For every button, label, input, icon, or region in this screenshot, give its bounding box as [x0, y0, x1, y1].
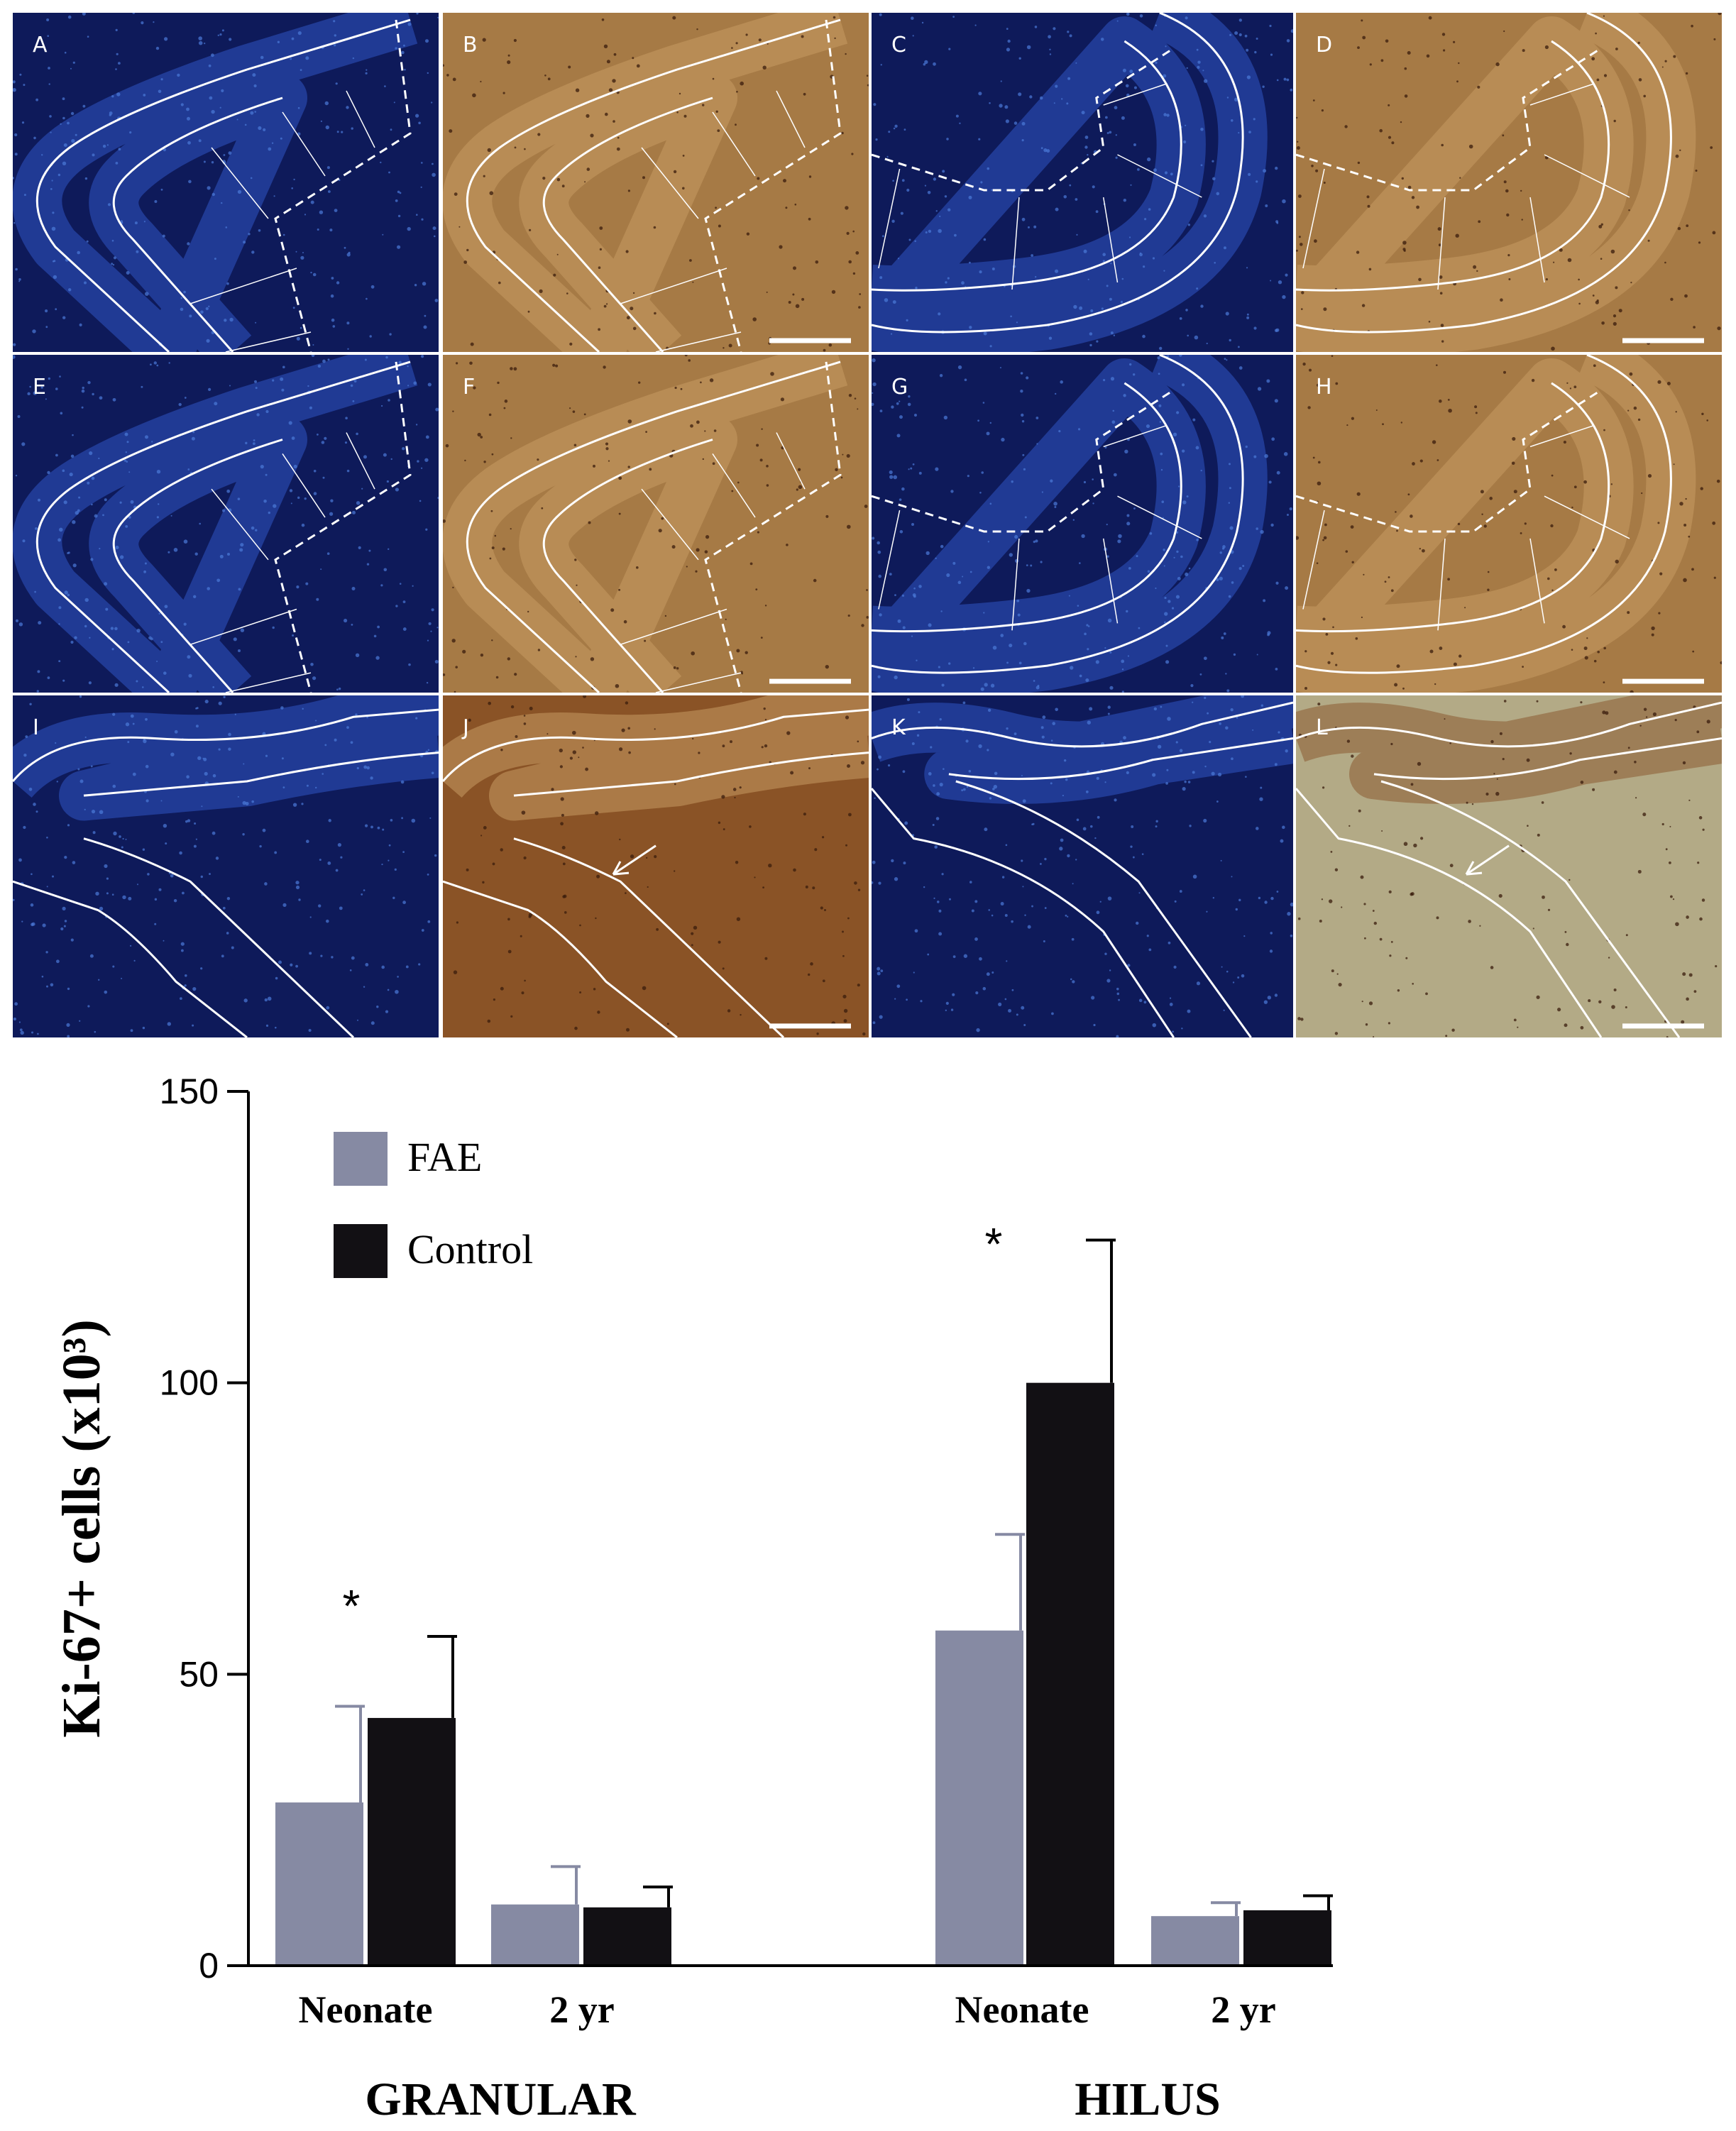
panel-label: E — [33, 375, 46, 400]
bar-fae — [491, 1904, 579, 1966]
micrograph-i — [13, 695, 439, 1037]
category-label: Neonate — [955, 1988, 1089, 2031]
bar-control — [368, 1717, 456, 1966]
legend-label: Control — [407, 1226, 533, 1272]
micrograph-a — [13, 13, 439, 352]
panel-b: B — [443, 13, 869, 352]
panel-l: L — [1296, 695, 1722, 1037]
panel-g: G — [872, 355, 1293, 693]
panel-e: E — [13, 355, 439, 693]
legend-swatch-fae — [334, 1132, 388, 1186]
bar-fae — [275, 1802, 363, 1966]
panel-k: K — [872, 695, 1293, 1037]
significance-star: * — [985, 1218, 1003, 1270]
micrograph-j — [443, 695, 869, 1037]
panel-h: H — [1296, 355, 1722, 693]
group-label: GRANULAR — [365, 2074, 637, 2125]
bar-control — [583, 1907, 671, 1966]
category-label: 2 yr — [1211, 1988, 1275, 2031]
panel-label: J — [463, 715, 469, 740]
category-label: Neonate — [299, 1988, 433, 2031]
micrograph-g — [872, 355, 1293, 693]
panel-label: F — [463, 375, 476, 400]
bar-fae — [935, 1630, 1023, 1966]
panel-f: F — [443, 355, 869, 693]
panel-label: B — [463, 33, 478, 57]
panel-label: I — [33, 715, 39, 740]
bar-control — [1243, 1910, 1331, 1966]
panel-label: A — [33, 33, 48, 57]
micrograph-h — [1296, 355, 1722, 693]
panel-d: D — [1296, 13, 1722, 352]
micrograph-l — [1296, 695, 1722, 1037]
micrograph-f — [443, 355, 869, 693]
ki67-bar-chart: 0 50 100 150 Ki-67+ cells (x10³) Neonate 2 yr N… — [52, 1072, 1333, 2125]
panel-label: G — [891, 375, 908, 400]
legend-swatch-control — [334, 1224, 388, 1278]
group-label: HILUS — [1075, 2074, 1220, 2125]
micrograph-e — [13, 355, 439, 693]
panel-i: I — [13, 695, 439, 1037]
legend-label: FAE — [407, 1134, 482, 1180]
panel-j: J — [443, 695, 869, 1037]
bar-control — [1026, 1382, 1114, 1966]
micrograph-grid: A B C D E F G H I J K L — [0, 0, 1736, 1047]
panel-label: H — [1316, 375, 1332, 400]
panel-label: D — [1316, 33, 1333, 57]
panel-label: C — [891, 33, 906, 57]
y-tick-label: 0 — [199, 1946, 219, 1986]
significance-star: * — [343, 1580, 361, 1631]
y-tick-label: 150 — [160, 1072, 219, 1111]
panel-c: C — [872, 13, 1293, 352]
y-tick-label: 100 — [160, 1363, 219, 1403]
panel-label: L — [1316, 715, 1328, 740]
y-tick-label: 50 — [179, 1654, 219, 1694]
micrograph-b — [443, 13, 869, 352]
bar-fae — [1151, 1916, 1239, 1966]
micrograph-k — [872, 695, 1293, 1037]
micrograph-d — [1296, 13, 1722, 352]
panel-a: A — [13, 13, 439, 352]
micrograph-c — [872, 13, 1293, 352]
panel-label: K — [891, 715, 906, 740]
category-label: 2 yr — [549, 1988, 614, 2031]
arrow-icon — [612, 844, 657, 876]
y-axis-label: Ki-67+ cells (x10³) — [52, 1319, 111, 1738]
arrow-icon — [1465, 844, 1510, 876]
